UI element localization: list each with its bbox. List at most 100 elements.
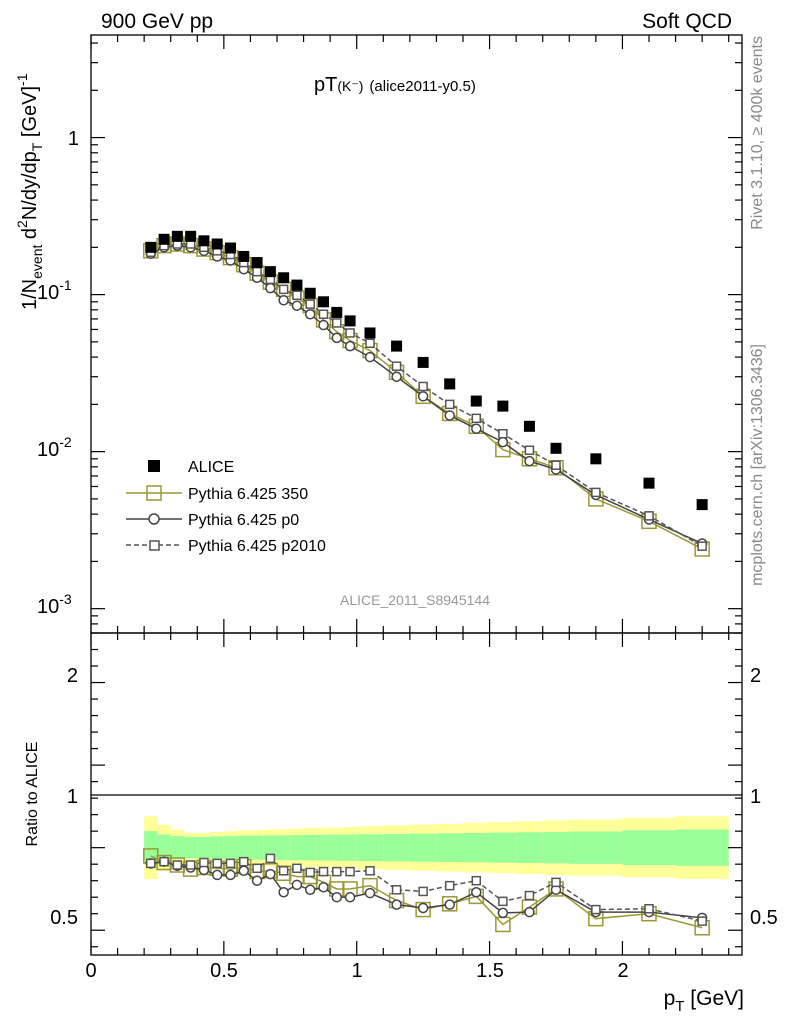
- ratio-point-pythia-p2010: [524, 890, 535, 901]
- main-point-alice: [251, 257, 263, 269]
- main-point-alice: [185, 230, 197, 242]
- ratio-point-pythia-p2010: [292, 863, 302, 874]
- ratio-plot-frame: [90, 632, 743, 956]
- ratio-point-pythia-p0: [364, 887, 376, 899]
- ratio-point-pythia-p0: [265, 868, 276, 880]
- x-tick-label: 2: [617, 960, 628, 982]
- main-point-pythia-p2010: [418, 381, 428, 392]
- plot-title-particle: (K⁻): [337, 78, 363, 94]
- ratio-band-inner: [516, 832, 543, 864]
- legend-item-pythia-p0: Pythia 6.425 p0: [126, 512, 299, 529]
- ratio-band-inner: [356, 834, 384, 862]
- main-point-alice: [304, 287, 316, 299]
- x-tick-label: 0.5: [210, 960, 238, 982]
- process-label: Soft QCD: [642, 10, 732, 33]
- ratio-y-tick-label-left: 0.5: [50, 907, 78, 929]
- ratio-band-inner: [409, 833, 437, 862]
- main-point-pythia-p2010: [278, 284, 289, 295]
- main-point-pythia-p0: [344, 340, 356, 352]
- main-point-alice: [145, 241, 157, 253]
- main-point-pythia-p0: [497, 436, 509, 448]
- main-point-pythia-p0: [364, 351, 376, 363]
- plot-title-tail: (alice2011-y0.5): [369, 78, 475, 95]
- ratio-point-pythia-p0: [391, 899, 402, 910]
- collision-label: 900 GeV pp: [101, 10, 213, 33]
- main-point-alice: [550, 442, 562, 454]
- main-point-pythia-p0: [391, 371, 402, 382]
- main-point-alice: [291, 279, 303, 291]
- legend: ALICE Pythia 6.425 350 Pythia 6.425 p0 P…: [126, 459, 326, 555]
- legend-label-pythia-p2010: Pythia 6.425 p2010: [188, 538, 326, 555]
- main-point-pythia-p2010: [644, 511, 654, 521]
- ratio-y-tick-label-right: 1: [750, 786, 761, 808]
- ratio-point-pythia-p0: [344, 891, 356, 903]
- ratio-point-pythia-p0: [304, 884, 316, 896]
- ratio-point-pythia-p2010: [225, 858, 236, 869]
- ratio-point-pythia-p2010: [159, 856, 169, 867]
- ratio-point-pythia-p2010: [212, 858, 222, 869]
- legend-label-pythia-p0: Pythia 6.425 p0: [188, 512, 299, 529]
- ratio-y-tick-label-left: 1: [67, 786, 78, 808]
- ratio-point-pythia-p2010: [471, 875, 482, 886]
- main-point-alice: [331, 306, 343, 318]
- ratio-point-pythia-350: [415, 901, 431, 918]
- main-point-alice: [344, 315, 356, 327]
- main-point-pythia-p0: [331, 332, 343, 344]
- axis-ticks: [90, 35, 742, 955]
- main-y-tick-label: 10-3: [37, 591, 72, 618]
- ratio-y-tick-label-left: 2: [67, 665, 78, 687]
- main-point-alice: [225, 242, 236, 254]
- main-point-pythia-p2010: [252, 266, 262, 277]
- main-point-pythia-p0: [524, 455, 535, 467]
- ratio-point-pythia-p0: [331, 891, 343, 903]
- ratio-point-pythia-p0: [238, 865, 250, 877]
- ratio-band-inner: [250, 835, 264, 860]
- ratio-y-tick-label-right: 0.5: [750, 907, 778, 929]
- main-point-pythia-p0: [417, 391, 429, 402]
- main-point-pythia-p2010: [697, 541, 707, 551]
- main-point-pythia-p0: [318, 319, 329, 331]
- ratio-point-pythia-p2010: [697, 916, 707, 926]
- main-point-pythia-p2010: [551, 460, 561, 470]
- main-point-pythia-p2010: [591, 487, 601, 498]
- ratio-point-pythia-350: [441, 896, 458, 912]
- main-point-pythia-p0: [471, 423, 482, 434]
- ratio-point-pythia-p2010: [265, 853, 276, 864]
- ratio-point-pythia-p2010: [644, 904, 654, 914]
- plot-title-main: pT: [314, 74, 337, 96]
- ratio-point-pythia-p0: [291, 879, 303, 891]
- ratio-point-pythia-p2010: [444, 880, 455, 891]
- main-point-alice: [171, 230, 183, 242]
- ratio-point-pythia-p0: [225, 869, 236, 881]
- main-point-alice: [211, 238, 223, 250]
- main-point-alice: [318, 296, 329, 308]
- legend-marker-pythia-p0: [148, 513, 160, 525]
- x-axis-label: pT [GeV]: [664, 987, 744, 1015]
- ratio-band-inner: [170, 836, 184, 860]
- ratio-point-pythia-p2010: [551, 877, 561, 888]
- legend-marker-pythia-350: [146, 485, 162, 501]
- main-point-alice: [696, 499, 708, 511]
- ratio-point-pythia-p0: [417, 902, 429, 914]
- main-point-pythia-p0: [304, 308, 316, 320]
- main-point-pythia-p2010: [524, 445, 535, 456]
- x-tick-label: 0: [85, 960, 96, 982]
- main-point-pythia-p2010: [444, 399, 455, 410]
- ratio-band-inner: [197, 836, 211, 859]
- main-point-pythia-p2010: [318, 309, 329, 319]
- ratio-point-pythia-p2010: [278, 866, 289, 876]
- main-point-pythia-p2010: [471, 413, 482, 424]
- legend-marker-pythia-p2010: [149, 540, 160, 551]
- main-point-alice: [158, 233, 170, 245]
- plot-title: pT(K⁻) (alice2011-y0.5): [314, 74, 476, 96]
- ratio-band-inner: [569, 831, 623, 864]
- ratio-point-pythia-p0: [524, 906, 535, 918]
- main-point-alice: [470, 395, 482, 407]
- main-point-alice: [278, 272, 290, 284]
- main-point-alice: [264, 266, 276, 278]
- legend-item-alice: ALICE: [148, 459, 234, 476]
- main-point-alice: [643, 477, 655, 489]
- ratio-point-pythia-p0: [471, 887, 482, 898]
- ratio-point-pythia-p0: [211, 869, 223, 881]
